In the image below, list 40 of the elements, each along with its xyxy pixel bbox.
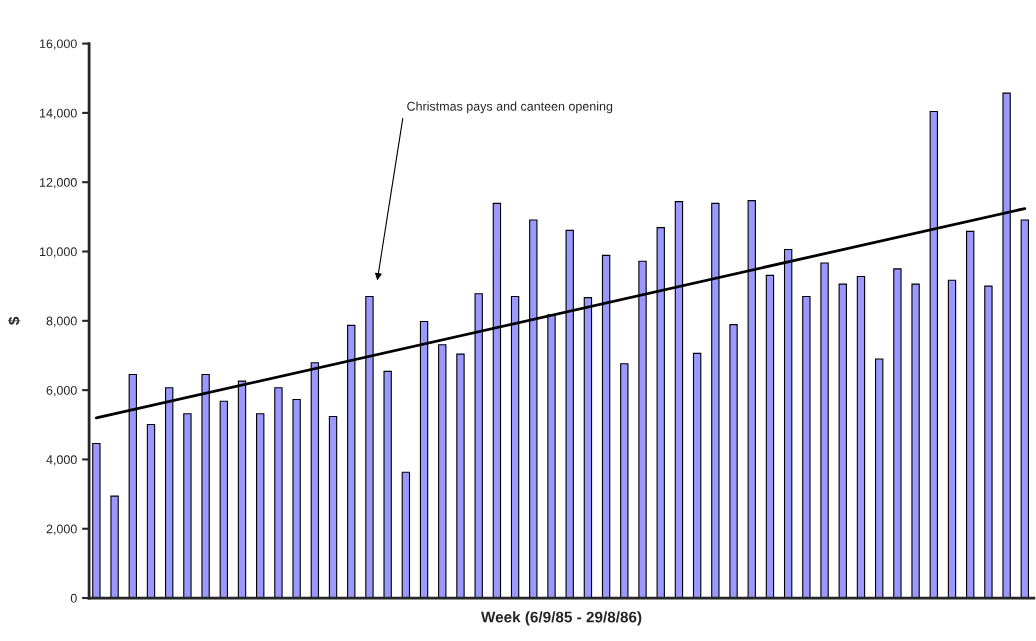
y-tick-label: 14,000 [40,108,77,120]
y-tick-label: 4,000 [46,455,77,466]
y-tick-label: 8,000 [46,316,77,327]
bar [328,415,338,599]
bar [146,423,156,599]
bar [274,387,283,599]
bar [383,370,392,599]
bar [110,495,119,599]
y-tick-label: 10,000 [40,247,77,258]
bar [874,358,884,599]
x-axis-title: Week (6/9/85 - 29/8/86) [480,611,642,626]
y-axis-title: $ [7,316,21,325]
bar [1020,219,1030,599]
y-tick-label: 12,000 [40,178,77,189]
bar [893,268,902,599]
annotation: Christmas pays and canteen opening [407,101,613,114]
bar [802,296,811,599]
bar [692,352,702,599]
bar [292,398,301,599]
bar [838,283,847,599]
bar [183,413,192,599]
bar [256,413,265,599]
y-tick-label: 16,000 [40,39,77,50]
bar [92,442,101,599]
bar [966,230,975,599]
bar [856,275,866,599]
bar [620,363,629,599]
bar [984,285,993,599]
y-tick-label: 6,000 [46,385,77,397]
bar [820,262,829,599]
bar [456,353,465,599]
y-tick-label: 2,000 [46,524,77,535]
y-tick-label: 0 [70,593,77,603]
bar [438,344,447,599]
bar [765,274,775,599]
bar [911,283,920,599]
bar [947,279,957,599]
bar [401,471,411,599]
bar [729,324,738,599]
bar [219,400,229,599]
